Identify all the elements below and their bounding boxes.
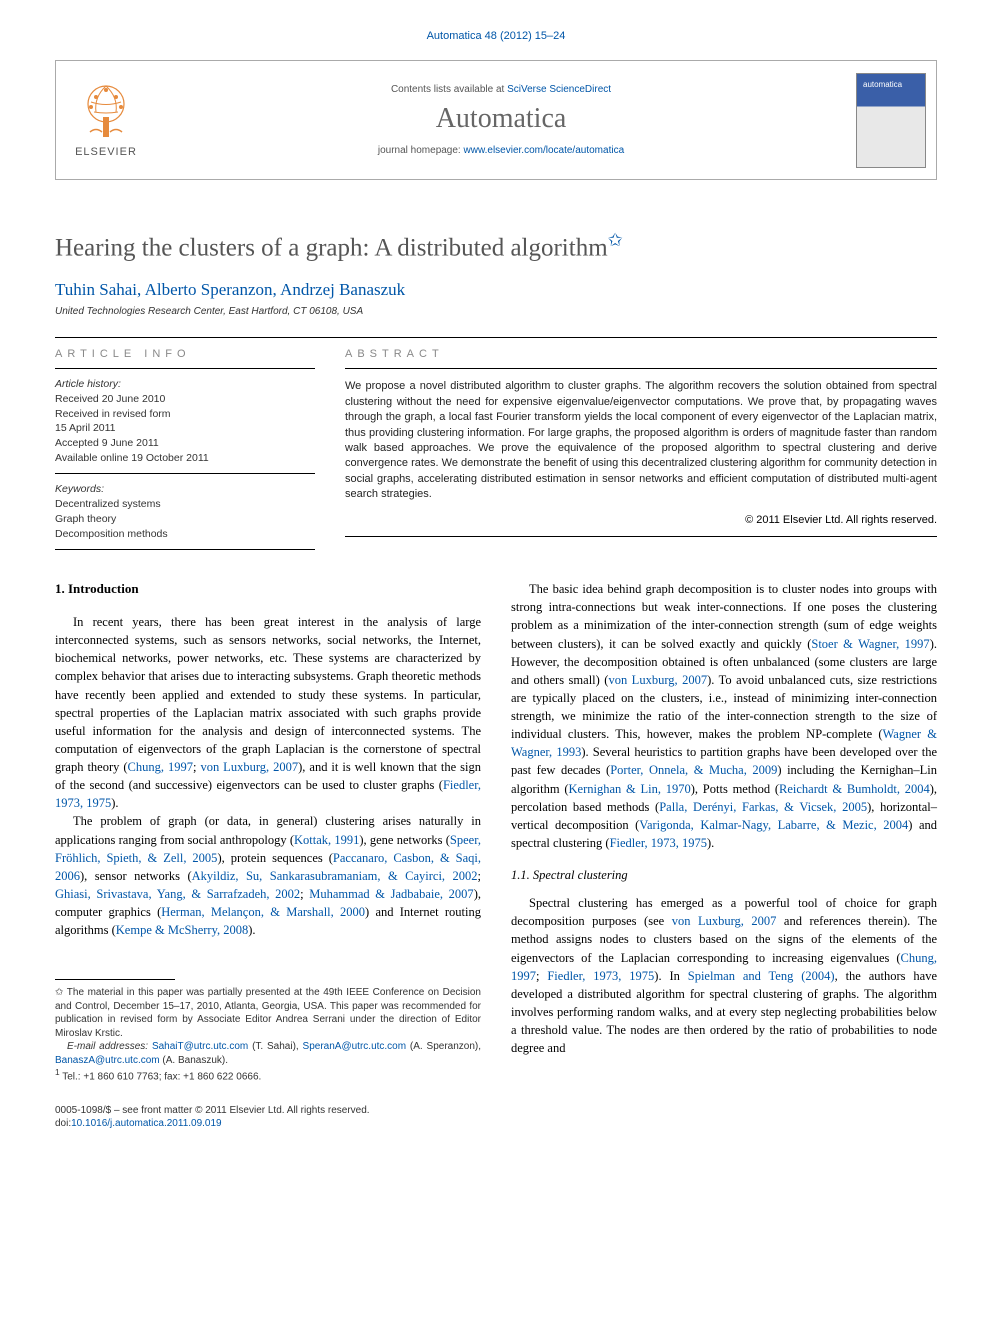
article-history: Article history: Received 20 June 2010 R… — [55, 369, 315, 473]
citation-link[interactable]: Varigonda, Kalmar-Nagy, Labarre, & Mezic… — [639, 818, 908, 832]
citation-link[interactable]: Ghiasi, Srivastava, Yang, & Sarrafzadeh,… — [55, 887, 300, 901]
article-info-column: article info Article history: Received 2… — [55, 338, 315, 550]
footnote-emails: E-mail addresses: SahaiT@utrc.utc.com (T… — [55, 1040, 481, 1067]
title-footnote-mark[interactable]: ✩ — [608, 230, 623, 250]
copyright: © 2011 Elsevier Ltd. All rights reserved… — [345, 510, 937, 536]
elsevier-tree-icon — [76, 82, 136, 142]
journal-cover — [846, 61, 936, 179]
citation-link[interactable]: Fiedler, 1973, 1975 — [610, 836, 707, 850]
citation-link[interactable]: Palla, Derényi, Farkas, & Vicsek, 2005 — [659, 800, 867, 814]
paragraph: The problem of graph (or data, in genera… — [55, 812, 481, 939]
footnote-star: ✩ The material in this paper was partial… — [55, 986, 481, 1040]
section-heading: 1. Introduction — [55, 580, 481, 599]
keywords: Keywords: Decentralized systems Graph th… — [55, 474, 315, 549]
email-link[interactable]: BanaszA@utrc.utc.com — [55, 1055, 160, 1066]
citation-link[interactable]: von Luxburg, 2007 — [608, 673, 707, 687]
paragraph: The basic idea behind graph decompositio… — [511, 580, 937, 852]
doi-line: doi:10.1016/j.automatica.2011.09.019 — [55, 1117, 937, 1130]
article-title: Hearing the clusters of a graph: A distr… — [55, 230, 937, 262]
doi-link[interactable]: 10.1016/j.automatica.2011.09.019 — [71, 1118, 222, 1129]
subsection-heading: 1.1. Spectral clustering — [511, 866, 937, 884]
citation-link[interactable]: Spielman and Teng (2004) — [688, 969, 835, 983]
page-footer: 0005-1098/$ – see front matter © 2011 El… — [55, 1104, 937, 1130]
footnotes: ✩ The material in this paper was partial… — [55, 986, 481, 1084]
homepage-line: journal homepage: www.elsevier.com/locat… — [378, 145, 624, 156]
contents-line: Contents lists available at SciVerse Sci… — [391, 84, 611, 95]
journal-name: Automatica — [436, 103, 567, 135]
citation-link[interactable]: Akyildiz, Su, Sankarasubramaniam, & Cayi… — [192, 869, 478, 883]
paragraph: Spectral clustering has emerged as a pow… — [511, 894, 937, 1057]
sciencedirect-link[interactable]: SciVerse ScienceDirect — [507, 84, 611, 95]
running-head: Automatica 48 (2012) 15–24 — [55, 30, 937, 42]
article-info-label: article info — [55, 338, 315, 368]
citation-link[interactable]: Fiedler, 1973, 1975 — [547, 969, 654, 983]
citation-link[interactable]: Herman, Melançon, & Marshall, 2000 — [161, 905, 365, 919]
authors: Tuhin Sahai, Alberto Speranzon, Andrzej … — [55, 280, 937, 300]
citation-link[interactable]: von Luxburg, 2007 — [200, 760, 298, 774]
body-column-left: 1. Introduction In recent years, there h… — [55, 580, 481, 1084]
citation-link[interactable]: Chung, 1997 — [128, 760, 193, 774]
footnote-tel: 1 Tel.: +1 860 610 7763; fax: +1 860 622… — [55, 1067, 481, 1084]
publisher-logo: ELSEVIER — [56, 61, 156, 179]
affiliation: United Technologies Research Center, Eas… — [55, 306, 937, 317]
citation-link[interactable]: Kottak, 1991 — [294, 833, 359, 847]
publisher-name: ELSEVIER — [75, 146, 137, 158]
citation-link[interactable]: von Luxburg, 2007 — [672, 914, 777, 928]
homepage-link[interactable]: www.elsevier.com/locate/automatica — [464, 145, 625, 156]
paragraph: In recent years, there has been great in… — [55, 613, 481, 812]
issn-line: 0005-1098/$ – see front matter © 2011 El… — [55, 1104, 937, 1117]
cover-thumbnail-icon — [856, 73, 926, 168]
email-link[interactable]: SperanA@utrc.utc.com — [303, 1041, 407, 1052]
body-column-right: The basic idea behind graph decompositio… — [511, 580, 937, 1084]
abstract-label: abstract — [345, 338, 937, 368]
abstract-text: We propose a novel distributed algorithm… — [345, 369, 937, 510]
citation-link[interactable]: Kempe & McSherry, 2008 — [116, 923, 249, 937]
email-link[interactable]: SahaiT@utrc.utc.com — [152, 1041, 248, 1052]
citation-link[interactable]: Kernighan & Lin, 1970 — [569, 782, 691, 796]
journal-header: ELSEVIER Contents lists available at Sci… — [55, 60, 937, 180]
citation-link[interactable]: Muhammad & Jadbabaie, 2007 — [309, 887, 473, 901]
citation-link[interactable]: Stoer & Wagner, 1997 — [811, 637, 929, 651]
citation-link[interactable]: Porter, Onnela, & Mucha, 2009 — [610, 763, 777, 777]
citation-link[interactable]: Reichardt & Bumholdt, 2004 — [779, 782, 930, 796]
abstract-column: abstract We propose a novel distributed … — [345, 338, 937, 550]
